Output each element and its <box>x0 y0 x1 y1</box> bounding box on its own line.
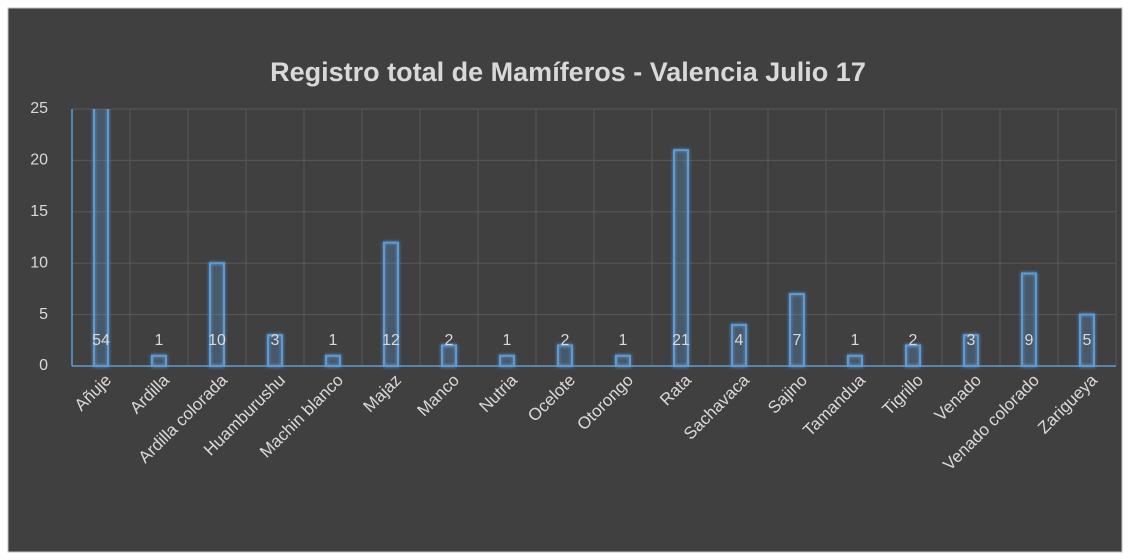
data-label: 1 <box>851 332 860 349</box>
bar <box>499 354 515 368</box>
bar <box>789 293 805 368</box>
y-tick-label: 10 <box>30 254 48 271</box>
bar <box>847 354 863 368</box>
y-tick-label: 20 <box>30 152 48 169</box>
data-label: 21 <box>672 332 690 349</box>
chart-title: Registro total de Mamíferos - Valencia J… <box>270 57 866 87</box>
data-label: 7 <box>793 332 802 349</box>
y-tick-label: 0 <box>39 357 48 374</box>
data-label: 2 <box>561 332 570 349</box>
data-label: 5 <box>1083 332 1092 349</box>
chart-background <box>7 7 1123 553</box>
bar <box>615 354 631 368</box>
y-tick-label: 25 <box>30 100 48 117</box>
data-label: 2 <box>445 332 454 349</box>
bar <box>1021 272 1037 368</box>
data-label: 1 <box>155 332 164 349</box>
bar <box>151 354 167 368</box>
data-label: 3 <box>271 332 280 349</box>
data-label: 10 <box>208 332 226 349</box>
y-tick-label: 15 <box>30 203 48 220</box>
data-label: 54 <box>92 332 110 349</box>
bar <box>325 354 341 368</box>
data-label: 1 <box>503 332 512 349</box>
data-label: 12 <box>382 332 400 349</box>
y-tick-label: 5 <box>39 306 48 323</box>
data-label: 2 <box>909 332 918 349</box>
data-label: 4 <box>735 332 744 349</box>
data-label: 1 <box>619 332 628 349</box>
data-label: 9 <box>1025 332 1034 349</box>
data-label: 1 <box>329 332 338 349</box>
bar <box>209 262 225 368</box>
data-label: 3 <box>967 332 976 349</box>
